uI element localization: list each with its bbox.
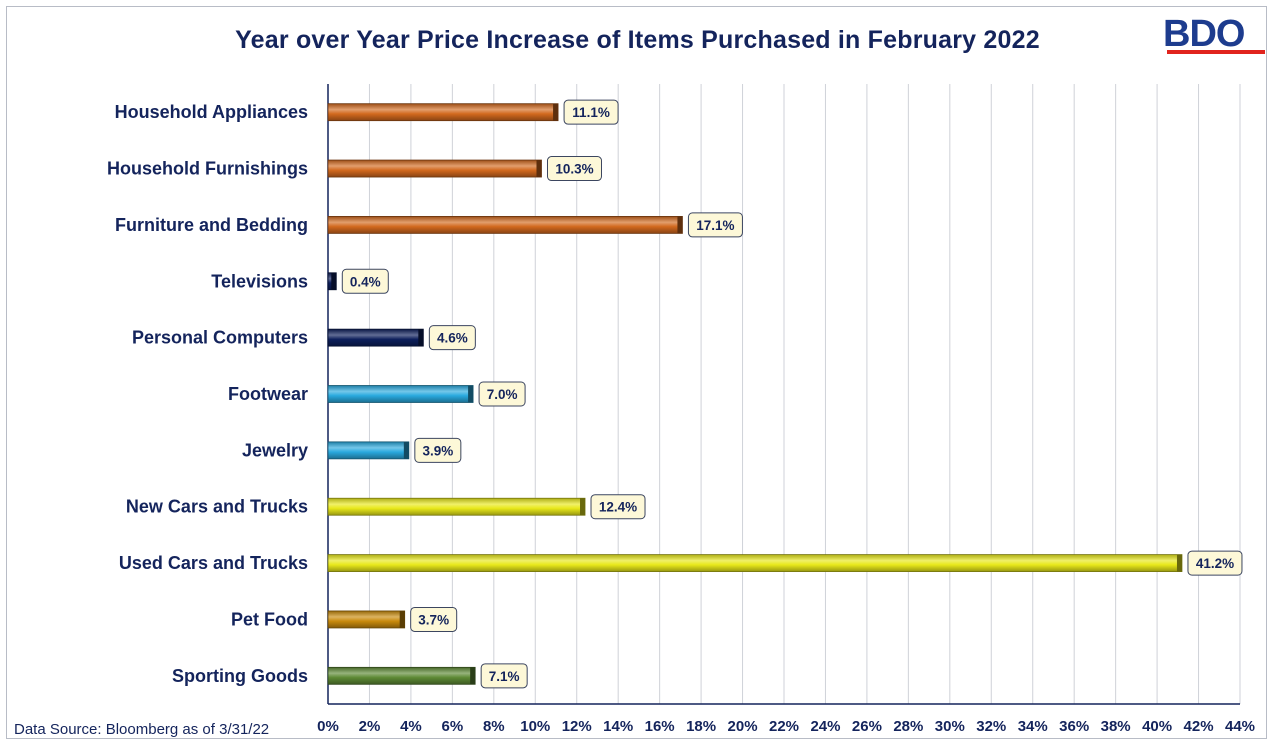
x-tick-label: 44% — [1225, 718, 1255, 735]
x-tick-label: 24% — [810, 718, 840, 735]
chart-frame — [6, 6, 1267, 739]
data-label-box — [687, 212, 743, 238]
bar — [327, 103, 559, 122]
data-labels: 11.1% 10.3% 17.1% 0.4% 4.6% 7.0% 3.9% 12.4% 41.2… — [341, 99, 1243, 689]
category-label: Personal Computers — [132, 328, 308, 348]
x-tick-label: 42% — [1184, 718, 1214, 735]
data-label: 3.7% — [418, 612, 449, 627]
bar — [327, 159, 542, 178]
x-tick-label: 38% — [1101, 718, 1131, 735]
x-tick-label: 32% — [976, 718, 1006, 735]
bar-end-cap — [1176, 554, 1182, 572]
x-tick-label: 16% — [645, 718, 675, 735]
logo-accent-bar — [1167, 50, 1265, 54]
data-label: 7.1% — [489, 669, 520, 684]
category-label: Household Appliances — [115, 102, 308, 122]
bar — [327, 610, 406, 629]
x-tick-label: 0% — [317, 718, 339, 735]
data-label-box — [590, 494, 646, 520]
category-label: New Cars and Trucks — [126, 497, 308, 517]
bar-end-cap — [403, 441, 409, 459]
category-label: Televisions — [211, 271, 308, 291]
data-label: 7.0% — [487, 387, 518, 402]
data-label-box — [428, 325, 476, 351]
data-label: 12.4% — [599, 500, 637, 515]
bar-end-cap — [399, 610, 405, 628]
bar-end-cap — [418, 329, 424, 347]
x-tick-label: 40% — [1142, 718, 1172, 735]
data-label-box — [563, 99, 619, 125]
bar — [327, 385, 474, 403]
bar — [327, 216, 683, 234]
x-tick-labels: 0% 2% 4% 6% 8% 10% 12% 14% 16% 18% 20% 22% 24% 26% 28%… — [317, 718, 1255, 735]
x-tick-label: 8% — [483, 718, 505, 735]
bars — [327, 103, 1183, 685]
data-label-box — [410, 606, 458, 632]
bar — [327, 497, 586, 516]
data-label: 3.9% — [422, 443, 453, 458]
data-label-box — [546, 156, 602, 182]
x-tick-label: 2% — [359, 718, 381, 735]
category-label: Sporting Goods — [172, 666, 308, 686]
bar-end-cap — [468, 385, 474, 403]
x-tick-label: 12% — [562, 718, 592, 735]
bar-end-cap — [536, 160, 542, 178]
category-label: Jewelry — [242, 440, 308, 460]
data-label-box — [1187, 550, 1243, 576]
data-label-box — [480, 663, 528, 689]
x-tick-label: 28% — [893, 718, 923, 735]
bar — [327, 666, 476, 685]
category-label: Pet Food — [231, 609, 308, 629]
bar-end-cap — [470, 667, 476, 685]
data-label: 0.4% — [350, 274, 381, 289]
category-label: Furniture and Bedding — [115, 215, 308, 235]
x-tick-label: 4% — [400, 718, 422, 735]
bar-end-cap — [331, 272, 337, 290]
x-tick-label: 30% — [935, 718, 965, 735]
bar-end-cap — [580, 498, 586, 516]
data-label: 11.1% — [572, 105, 610, 120]
category-labels: Household Appliances Household Furnishing… — [107, 102, 308, 686]
x-tick-label: 20% — [728, 718, 758, 735]
data-label-box — [478, 381, 526, 407]
chart-title: Year over Year Price Increase of Items P… — [235, 26, 1040, 54]
x-tick-label: 14% — [603, 718, 633, 735]
x-tick-label: 34% — [1018, 718, 1048, 735]
category-label: Household Furnishings — [107, 159, 308, 179]
bdo-logo: BDO — [1163, 14, 1267, 56]
data-source-note: Data Source: Bloomberg as of 3/31/22 — [14, 721, 270, 738]
bar — [327, 441, 410, 460]
data-label: 17.1% — [696, 218, 734, 233]
bar-end-cap — [677, 216, 683, 234]
data-label: 10.3% — [555, 162, 593, 177]
data-label-box — [341, 268, 389, 294]
bar-end-cap — [553, 103, 559, 121]
x-tick-label: 6% — [442, 718, 464, 735]
x-tick-label: 18% — [686, 718, 716, 735]
data-label: 4.6% — [437, 331, 468, 346]
bar — [327, 328, 424, 347]
logo-text: BDO — [1163, 13, 1245, 55]
data-label: 41.2% — [1196, 556, 1234, 571]
data-label-box — [414, 437, 462, 463]
bar — [327, 554, 1183, 572]
x-tick-label: 10% — [520, 718, 550, 735]
x-tick-label: 26% — [852, 718, 882, 735]
x-tick-label: 36% — [1059, 718, 1089, 735]
category-label: Used Cars and Trucks — [119, 553, 308, 573]
category-label: Footwear — [228, 384, 308, 404]
x-tick-label: 22% — [769, 718, 799, 735]
